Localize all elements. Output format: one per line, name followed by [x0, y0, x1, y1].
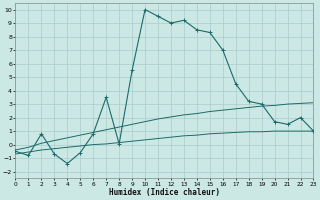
X-axis label: Humidex (Indice chaleur): Humidex (Indice chaleur)	[109, 188, 220, 197]
